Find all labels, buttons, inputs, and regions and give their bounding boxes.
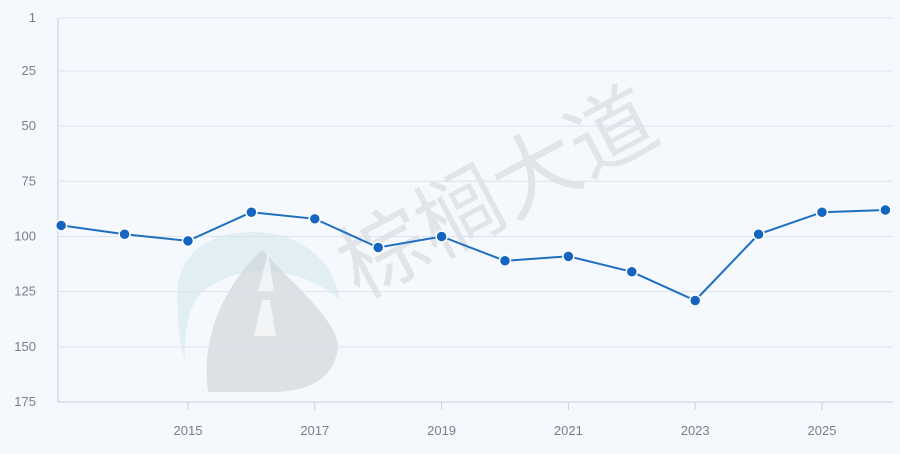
y-tick-label: 125: [14, 284, 36, 299]
data-point[interactable]: [562, 250, 575, 263]
data-point[interactable]: [498, 254, 512, 268]
watermark: 棕榈大道: [177, 69, 674, 392]
x-tick-label: 2025: [808, 423, 837, 438]
data-point[interactable]: [118, 228, 131, 241]
data-point[interactable]: [181, 234, 195, 248]
y-tick-label: 1: [29, 10, 36, 25]
x-tick-label: 2017: [300, 423, 329, 438]
watermark-text: 棕榈大道: [323, 69, 674, 319]
y-tick-label: 25: [22, 63, 36, 78]
data-point[interactable]: [245, 205, 258, 219]
data-point[interactable]: [371, 241, 385, 254]
data-point[interactable]: [879, 203, 892, 217]
x-axis: 2015 2017 2019 2021 2023 2025: [174, 402, 837, 438]
data-point[interactable]: [752, 228, 765, 241]
y-tick-label: 100: [14, 228, 36, 243]
watermark-logo-icon: [177, 231, 340, 392]
x-tick-label: 2023: [681, 423, 710, 438]
data-point[interactable]: [435, 230, 448, 243]
data-point[interactable]: [815, 205, 829, 219]
y-tick-label: 50: [22, 118, 36, 133]
data-point[interactable]: [625, 265, 639, 279]
x-tick-label: 2021: [554, 423, 583, 438]
x-tick-label: 2015: [174, 423, 203, 438]
x-tick-label: 2019: [427, 423, 456, 438]
y-tick-label: 175: [14, 394, 36, 409]
y-tick-label: 75: [22, 173, 36, 188]
data-point[interactable]: [54, 219, 68, 232]
y-tick-label: 150: [14, 339, 36, 354]
data-point[interactable]: [688, 294, 702, 307]
series-line: [61, 209, 886, 302]
series: [54, 203, 892, 307]
data-point[interactable]: [308, 212, 322, 226]
